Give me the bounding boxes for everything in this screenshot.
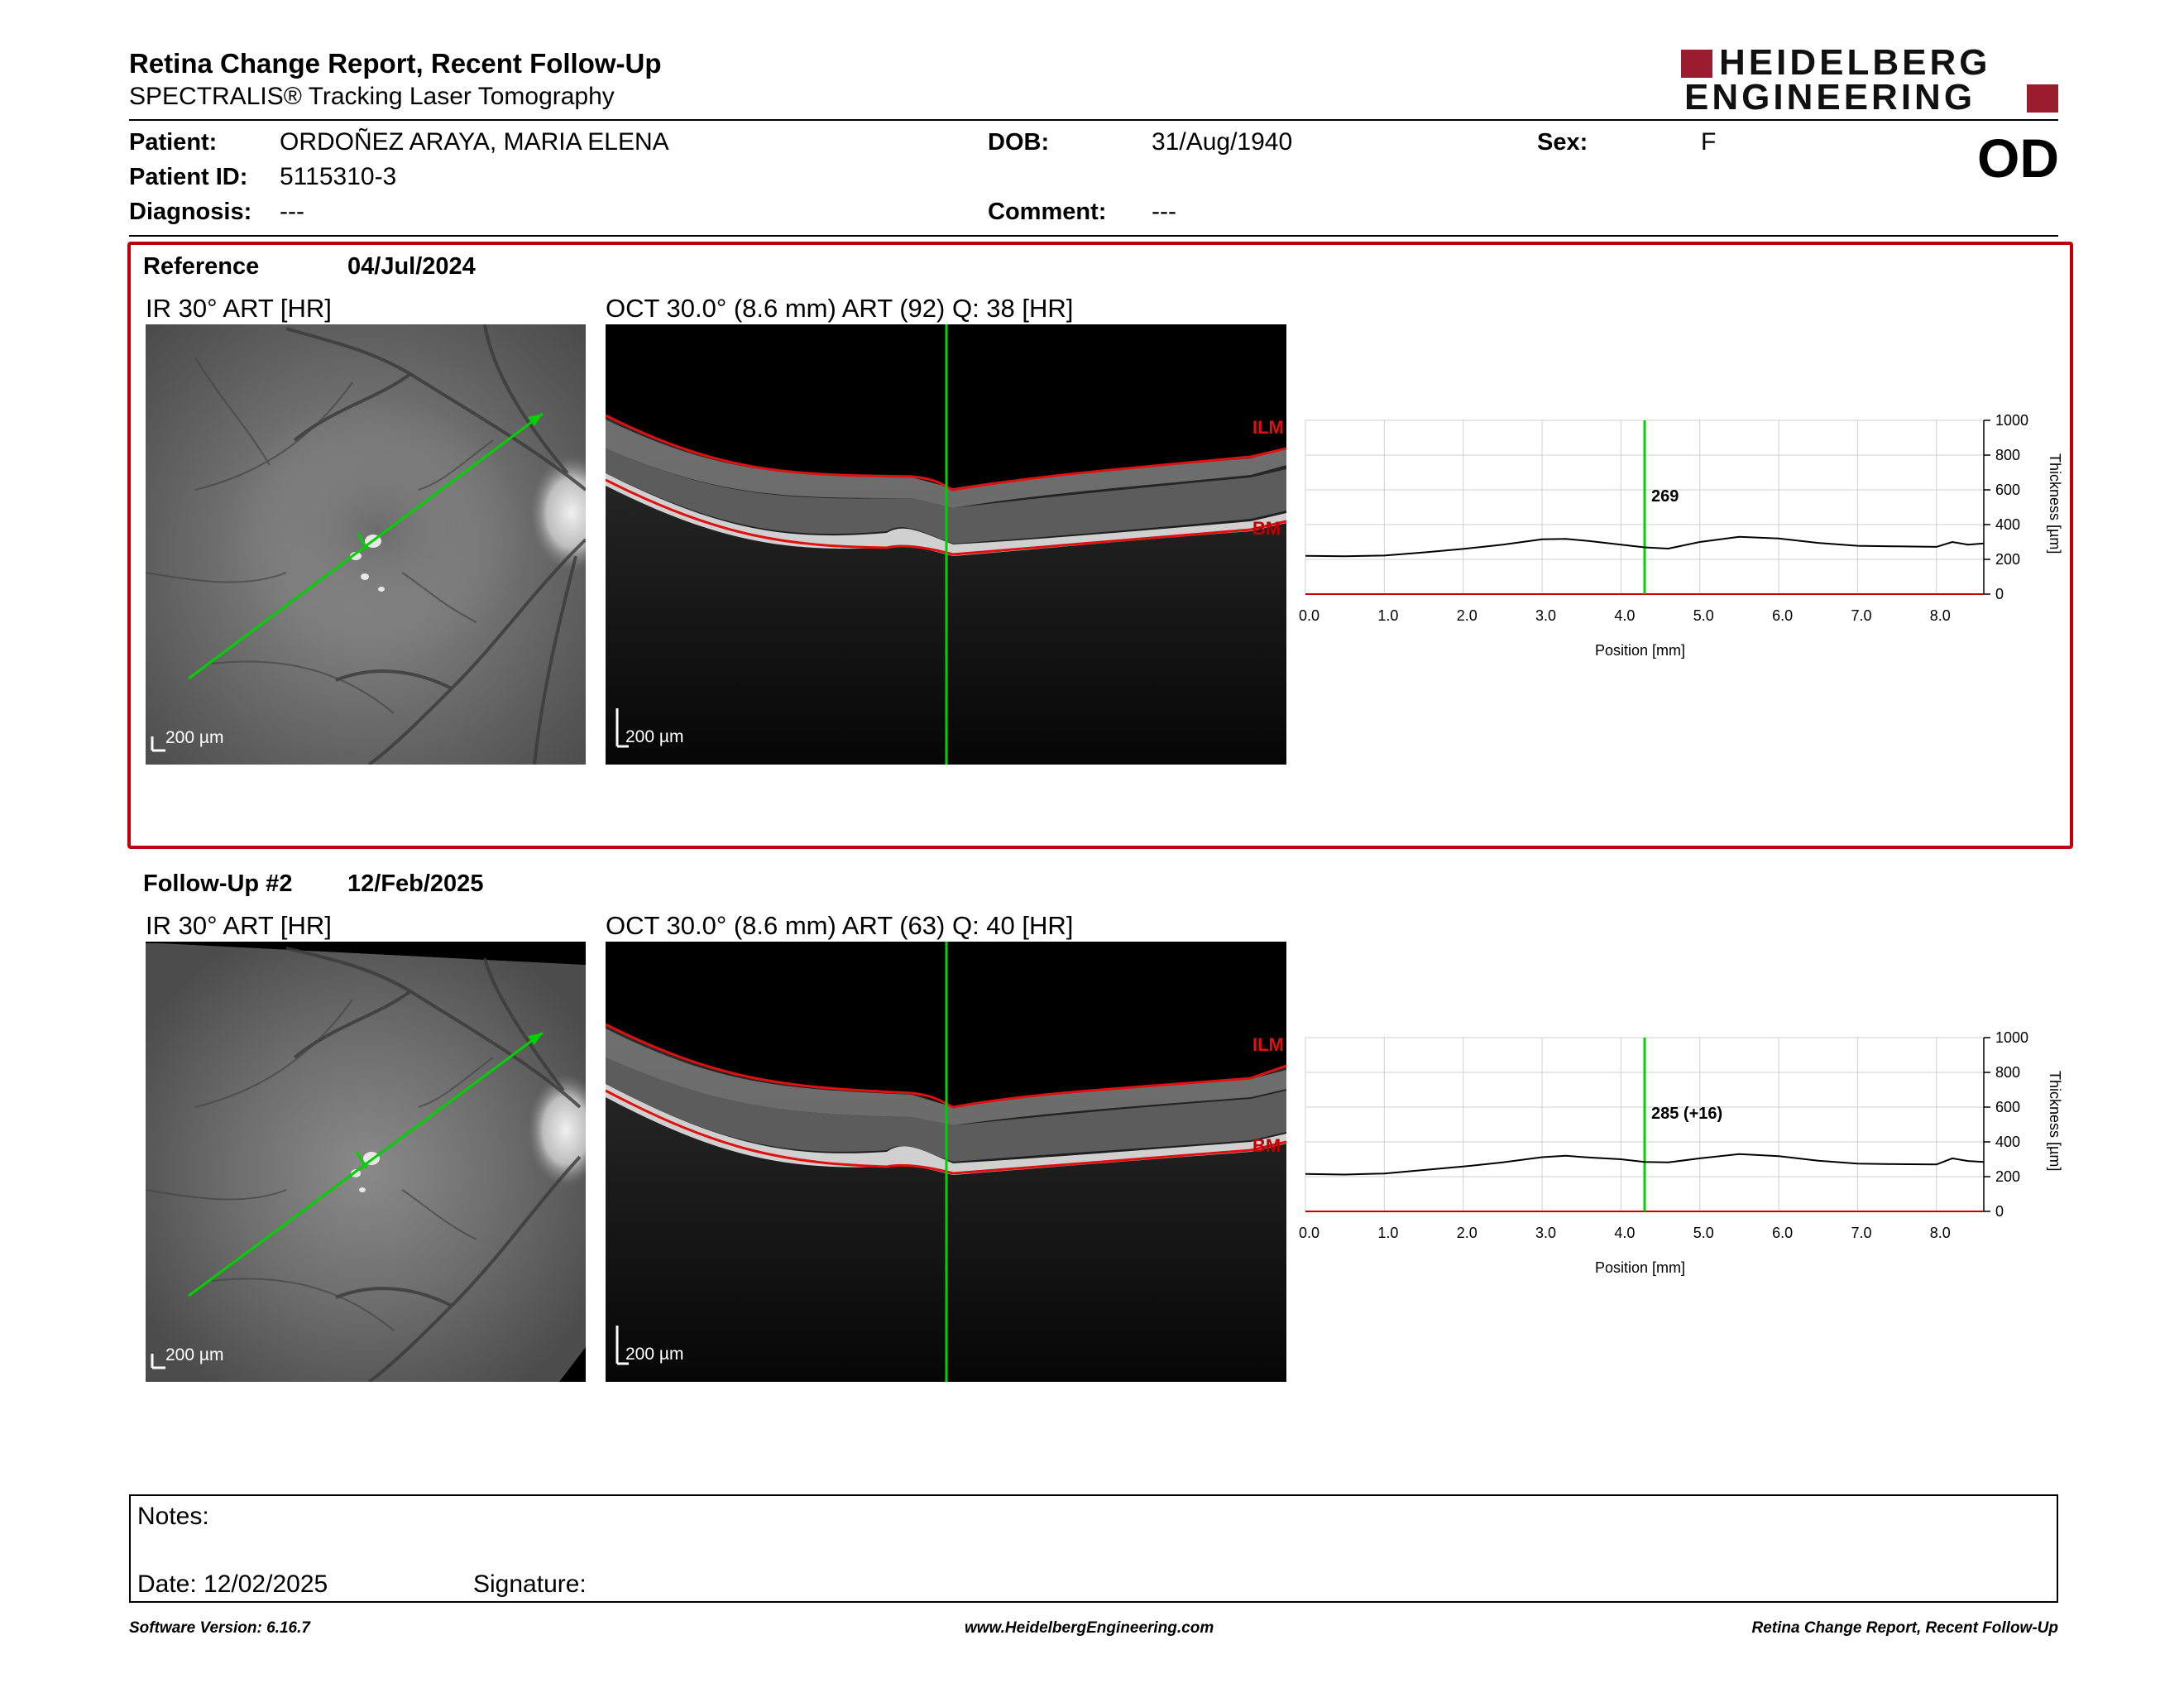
followup-oct-bscan xyxy=(606,942,1286,1382)
report-title: Retina Change Report, Recent Follow-Up xyxy=(129,48,662,79)
x-tick-label: 3.0 xyxy=(1535,607,1556,624)
heidelberg-logo: HEIDELBERG ENGINEERING xyxy=(1681,42,2062,117)
reference-bm-label: BM xyxy=(1252,518,1281,539)
footer-report-name: Retina Change Report, Recent Follow-Up xyxy=(1751,1619,2058,1637)
comment-value: --- xyxy=(1152,198,1176,225)
footer-software-version: Software Version: 6.16.7 xyxy=(129,1619,310,1637)
y-tick-label: 200 xyxy=(1995,1168,2020,1185)
patient-label: Patient: xyxy=(129,129,218,156)
marker-value-label: 269 xyxy=(1651,487,1679,506)
followup-bm-label: BM xyxy=(1252,1135,1281,1156)
y-tick-label: 600 xyxy=(1995,1099,2020,1115)
patient-id-label: Patient ID: xyxy=(129,164,248,190)
x-axis-label: Position [mm] xyxy=(1595,642,1685,659)
x-tick-label: 0.0 xyxy=(1299,607,1320,624)
diagnosis-label: Diagnosis: xyxy=(129,199,252,225)
reference-thickness-chart: 0.0 1.0 2.0 3.0 4.0 5.0 6.0 7.0 8.0 0 200 400 600 800… xyxy=(1299,412,2063,659)
x-tick-label: 3.0 xyxy=(1535,1225,1556,1241)
signature-label: Signature: xyxy=(473,1571,587,1598)
logo-square-bottom xyxy=(2027,84,2058,113)
y-tick-label: 800 xyxy=(1995,1064,2020,1081)
dob-label: DOB: xyxy=(988,129,1050,156)
x-tick-label: 6.0 xyxy=(1772,1225,1793,1241)
x-tick-label: 8.0 xyxy=(1930,1225,1951,1241)
x-tick-label: 2.0 xyxy=(1457,607,1478,624)
thickness-series-line xyxy=(1305,1153,1985,1176)
followup-oct-image: ILM BM 200 µm xyxy=(606,942,1286,1382)
patient-name: ORDOÑEZ ARAYA, MARIA ELENA xyxy=(280,128,669,156)
logo-text-heidelberg: HEIDELBERG xyxy=(1719,42,1991,83)
reference-ilm-label: ILM xyxy=(1252,417,1284,438)
followup-ir-image: 200 µm xyxy=(146,942,586,1382)
patient-id: 5115310-3 xyxy=(280,163,397,190)
y-tick-label: 1000 xyxy=(1995,1029,2028,1046)
x-tick-label: 0.0 xyxy=(1299,1225,1320,1241)
x-tick-label: 2.0 xyxy=(1457,1225,1478,1241)
logo-text-engineering: ENGINEERING xyxy=(1684,77,1976,117)
patient-divider xyxy=(129,235,2058,237)
y-tick-label: 600 xyxy=(1995,482,2020,498)
reference-title: Reference xyxy=(143,253,260,280)
reference-date: 04/Jul/2024 xyxy=(347,253,476,280)
reference-oct-image: ILM BM 200 µm xyxy=(606,324,1286,765)
followup-oct-scale: 200 µm xyxy=(625,1345,684,1364)
x-tick-label: 5.0 xyxy=(1693,1225,1714,1241)
followup-thickness-chart: 0.0 1.0 2.0 3.0 4.0 5.0 6.0 7.0 8.0 0 200 400 600 800… xyxy=(1299,1029,2063,1276)
y-tick-label: 0 xyxy=(1995,1203,2004,1220)
reference-ir-image: 200 µm xyxy=(146,324,586,765)
y-tick-label: 200 xyxy=(1995,551,2020,568)
reference-oct-label: OCT 30.0° (8.6 mm) ART (92) Q: 38 [HR] xyxy=(606,294,1074,323)
y-axis-label: Thickness [µm] xyxy=(2047,1071,2063,1171)
x-tick-label: 5.0 xyxy=(1693,607,1714,624)
notes-date: Date: 12/02/2025 xyxy=(137,1571,328,1598)
x-tick-label: 4.0 xyxy=(1614,1225,1635,1241)
reference-frame xyxy=(127,242,2073,849)
thickness-series-line xyxy=(1305,535,1985,558)
y-tick-label: 400 xyxy=(1995,1134,2020,1150)
x-tick-label: 4.0 xyxy=(1614,607,1635,624)
x-tick-label: 8.0 xyxy=(1930,607,1951,624)
reference-oct-bscan xyxy=(606,324,1286,765)
header-divider xyxy=(129,119,2058,121)
y-axis-label: Thickness [µm] xyxy=(2047,453,2063,554)
diagnosis-value: --- xyxy=(280,198,304,225)
reference-ir-label: IR 30° ART [HR] xyxy=(146,294,332,323)
followup-title: Follow-Up #2 xyxy=(143,870,293,897)
followup-date: 12/Feb/2025 xyxy=(347,870,484,897)
y-tick-label: 0 xyxy=(1995,586,2004,602)
notes-label: Notes: xyxy=(137,1503,209,1530)
sex-label: Sex: xyxy=(1537,129,1588,156)
notes-box[interactable]: Notes: Date: 12/02/2025 Signature: xyxy=(129,1494,2058,1603)
x-tick-label: 6.0 xyxy=(1772,607,1793,624)
footer-website[interactable]: www.HeidelbergEngineering.com xyxy=(965,1619,1214,1637)
followup-ir-fundus xyxy=(146,942,586,1382)
followup-ir-scale: 200 µm xyxy=(165,1345,224,1364)
dob-value: 31/Aug/1940 xyxy=(1152,128,1293,156)
report-subtitle: SPECTRALIS® Tracking Laser Tomography xyxy=(129,83,615,110)
x-tick-label: 7.0 xyxy=(1851,1225,1871,1241)
reference-oct-scale: 200 µm xyxy=(625,727,684,746)
y-tick-label: 800 xyxy=(1995,447,2020,463)
y-tick-label: 1000 xyxy=(1995,412,2028,429)
x-tick-label: 1.0 xyxy=(1377,1225,1398,1241)
y-tick-label: 400 xyxy=(1995,516,2020,533)
reference-ir-fundus xyxy=(146,324,586,765)
logo-square-top xyxy=(1681,50,1712,78)
reference-ir-scale: 200 µm xyxy=(165,728,224,747)
x-tick-label: 1.0 xyxy=(1377,607,1398,624)
eye-indicator: OD xyxy=(1977,127,2059,189)
x-axis-label: Position [mm] xyxy=(1595,1259,1685,1276)
x-tick-label: 7.0 xyxy=(1851,607,1871,624)
followup-ilm-label: ILM xyxy=(1252,1034,1284,1055)
sex-value: F xyxy=(1701,128,1717,156)
followup-oct-label: OCT 30.0° (8.6 mm) ART (63) Q: 40 [HR] xyxy=(606,911,1074,940)
comment-label: Comment: xyxy=(988,199,1107,225)
marker-value-label: 285 (+16) xyxy=(1651,1105,1722,1123)
followup-ir-label: IR 30° ART [HR] xyxy=(146,911,332,940)
